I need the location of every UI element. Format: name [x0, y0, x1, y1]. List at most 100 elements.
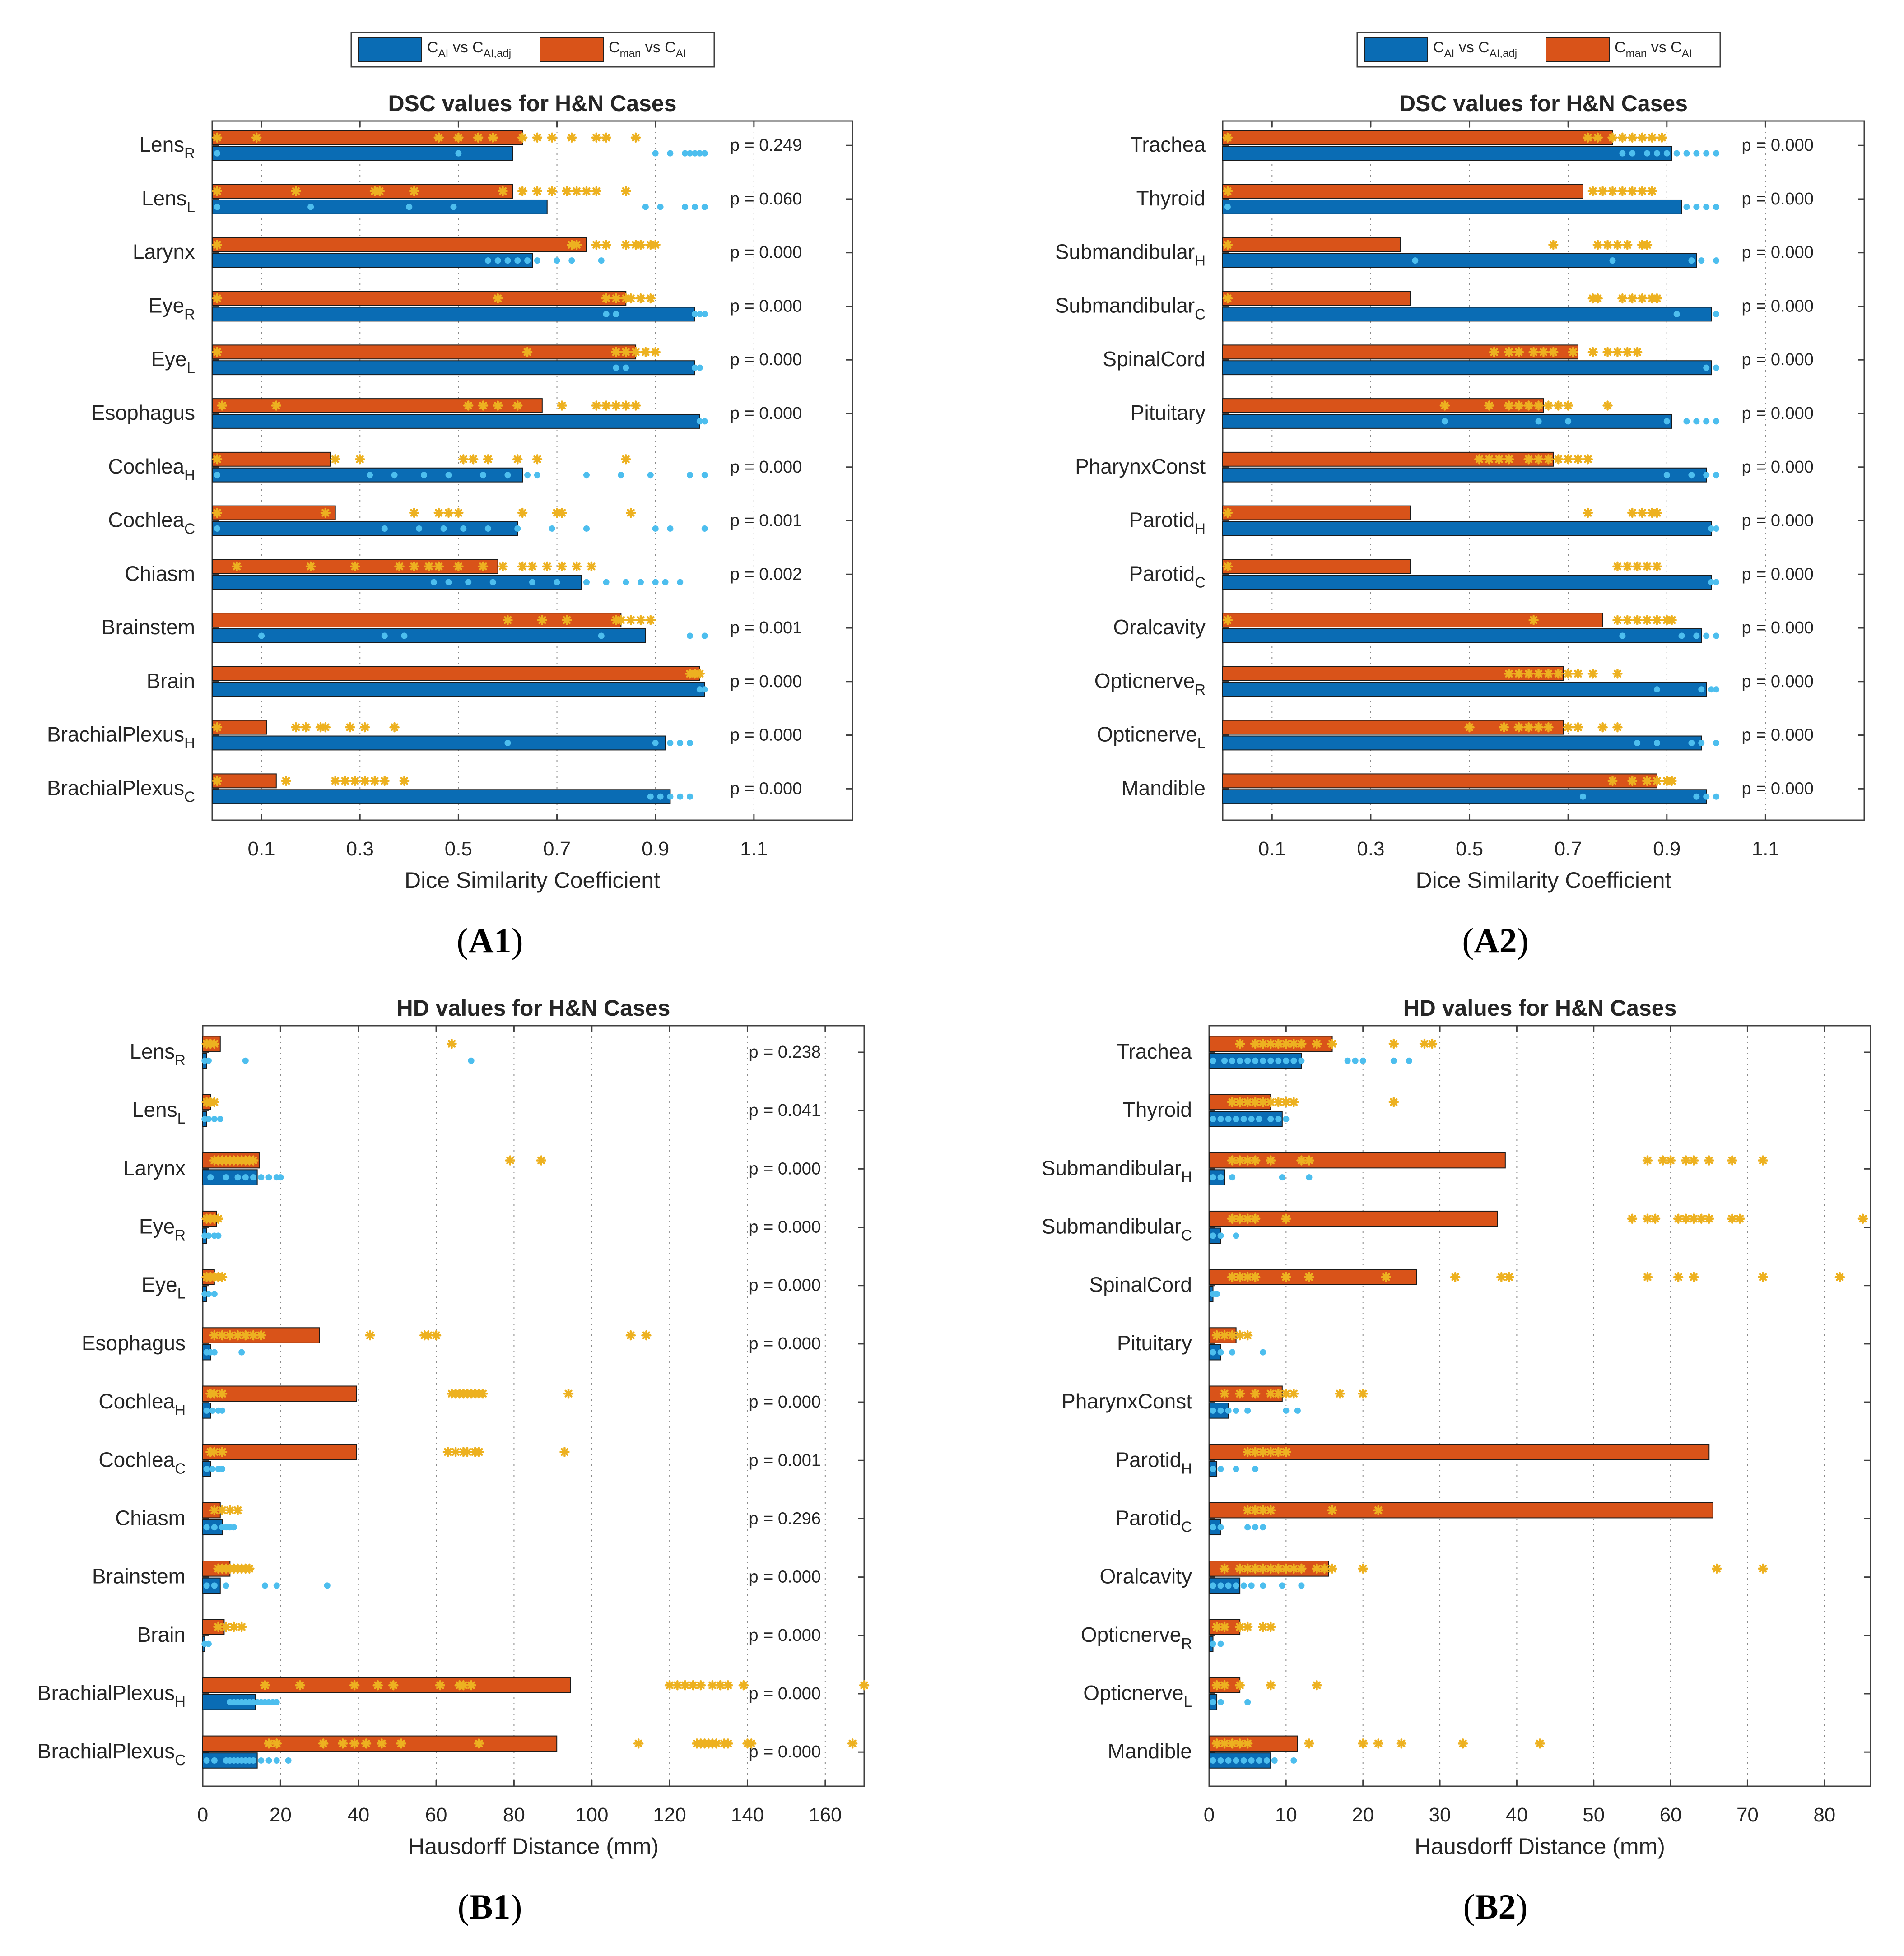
- point-cai-vs-caiadj: [504, 739, 511, 746]
- point-cai-vs-caiadj: [667, 739, 674, 746]
- legend-label-orange: Cman vs CAI: [1615, 39, 1692, 60]
- bar-cman-vs-cai: [212, 130, 523, 145]
- point-cman-vs-cai: [221, 1621, 231, 1632]
- point-cai-vs-caiadj: [691, 150, 698, 157]
- legend-label-blue: CAI vs CAI,adj: [1433, 39, 1517, 60]
- point-cman-vs-cai: [1358, 1738, 1368, 1749]
- point-cman-vs-cai: [571, 561, 582, 572]
- point-cai-vs-caiadj: [1703, 204, 1710, 210]
- category-label: BrachialPlexusH: [37, 1681, 186, 1710]
- bar-cman-vs-cai: [1222, 505, 1411, 520]
- point-cai-vs-caiadj: [1240, 1115, 1247, 1122]
- point-cman-vs-cai: [1573, 722, 1583, 733]
- point-cman-vs-cai: [1533, 454, 1544, 465]
- point-cman-vs-cai: [1583, 454, 1593, 465]
- point-cai-vs-caiadj: [1653, 739, 1660, 746]
- category-label: Thyroid: [1136, 186, 1206, 210]
- point-cman-vs-cai: [1583, 132, 1593, 143]
- point-cai-vs-caiadj: [1579, 793, 1586, 800]
- label-base: Submandibular: [1055, 240, 1195, 264]
- point-cai-vs-caiadj: [549, 525, 555, 532]
- label-base: PharynxConst: [1075, 455, 1206, 478]
- point-cai-vs-caiadj: [273, 1757, 280, 1764]
- point-cai-vs-caiadj: [484, 257, 491, 264]
- x-tick-label: 20: [270, 1804, 292, 1826]
- point-cman-vs-cai: [532, 454, 543, 465]
- point-cman-vs-cai: [330, 776, 340, 786]
- point-cman-vs-cai: [591, 186, 602, 196]
- point-cai-vs-caiadj: [1275, 1115, 1282, 1122]
- point-cman-vs-cai: [1250, 1213, 1261, 1224]
- category-label: Mandible: [1121, 776, 1206, 799]
- label-base: Brainstem: [92, 1565, 186, 1588]
- point-cai-vs-caiadj: [583, 579, 590, 585]
- point-cai-vs-caiadj: [1713, 579, 1720, 585]
- point-cman-vs-cai: [1563, 669, 1573, 679]
- point-cman-vs-cai: [1642, 1155, 1653, 1166]
- chart-panel-A1: DSC values for H&N Cases 0.1 0.3 0.5 0.7 0.9 1…: [47, 91, 853, 960]
- point-cai-vs-caiadj: [203, 1524, 210, 1531]
- point-cai-vs-caiadj: [696, 150, 703, 157]
- x-tick-label: 80: [503, 1804, 525, 1826]
- point-cai-vs-caiadj: [1267, 1057, 1274, 1064]
- category-label: Brain: [137, 1623, 186, 1646]
- point-cman-vs-cai: [212, 722, 223, 733]
- point-cman-vs-cai: [1642, 615, 1653, 625]
- point-cman-vs-cai: [458, 454, 469, 465]
- point-cai-vs-caiadj: [1713, 525, 1720, 532]
- point-cman-vs-cai: [746, 1738, 757, 1749]
- point-cman-vs-cai: [1647, 186, 1657, 196]
- bar-cai-vs-caiadj: [212, 414, 700, 429]
- point-cman-vs-cai: [1688, 1155, 1699, 1166]
- point-cai-vs-caiadj: [1290, 1057, 1297, 1064]
- point-cai-vs-caiadj: [696, 311, 703, 317]
- point-cman-vs-cai: [453, 507, 464, 518]
- point-cai-vs-caiadj: [1279, 1582, 1285, 1589]
- point-cai-vs-caiadj: [642, 204, 649, 210]
- category-label: OpticnerveL: [1097, 723, 1206, 752]
- point-cman-vs-cai: [1612, 240, 1623, 250]
- point-cai-vs-caiadj: [205, 1291, 212, 1297]
- point-cai-vs-caiadj: [603, 579, 610, 585]
- x-tick-label: 50: [1583, 1804, 1605, 1826]
- point-cai-vs-caiadj: [652, 525, 659, 532]
- p-value: p = 0.000: [1741, 243, 1814, 262]
- point-cai-vs-caiadj: [203, 1407, 210, 1414]
- point-cai-vs-caiadj: [219, 1466, 226, 1473]
- label-base: Larynx: [133, 240, 195, 264]
- point-cman-vs-cai: [1612, 561, 1623, 572]
- point-cai-vs-caiadj: [1535, 418, 1542, 425]
- label-base: Cochlea: [98, 1448, 175, 1471]
- point-cai-vs-caiadj: [211, 1115, 218, 1122]
- point-cai-vs-caiadj: [211, 1349, 218, 1356]
- point-cman-vs-cai: [650, 347, 661, 358]
- point-cman-vs-cai: [1464, 722, 1475, 733]
- point-cman-vs-cai: [473, 132, 484, 143]
- point-cman-vs-cai: [1250, 1272, 1261, 1282]
- point-cman-vs-cai: [1219, 1389, 1230, 1399]
- point-cai-vs-caiadj: [1260, 1349, 1266, 1356]
- point-cman-vs-cai: [1704, 1155, 1714, 1166]
- point-cai-vs-caiadj: [1359, 1057, 1366, 1064]
- point-cai-vs-caiadj: [687, 793, 694, 800]
- point-cai-vs-caiadj: [1224, 204, 1231, 210]
- point-cai-vs-caiadj: [1217, 1582, 1224, 1589]
- point-cman-vs-cai: [1484, 400, 1494, 411]
- category-label: PharynxConst: [1061, 1389, 1192, 1413]
- point-cman-vs-cai: [1219, 1621, 1230, 1632]
- p-value: p = 0.000: [730, 243, 802, 262]
- point-cai-vs-caiadj: [273, 1699, 280, 1705]
- point-cman-vs-cai: [1617, 186, 1628, 196]
- point-cman-vs-cai: [212, 776, 223, 786]
- label-base: Pituitary: [1117, 1331, 1192, 1355]
- point-cman-vs-cai: [581, 186, 592, 196]
- point-cman-vs-cai: [374, 186, 385, 196]
- category-label: SpinalCord: [1103, 347, 1206, 371]
- point-cai-vs-caiadj: [258, 1757, 265, 1764]
- point-cman-vs-cai: [359, 776, 370, 786]
- category-label: ParotidH: [1115, 1448, 1192, 1477]
- point-cai-vs-caiadj: [554, 579, 560, 585]
- bar-cman-vs-cai: [212, 398, 543, 413]
- label-base: BrachialPlexus: [47, 776, 184, 799]
